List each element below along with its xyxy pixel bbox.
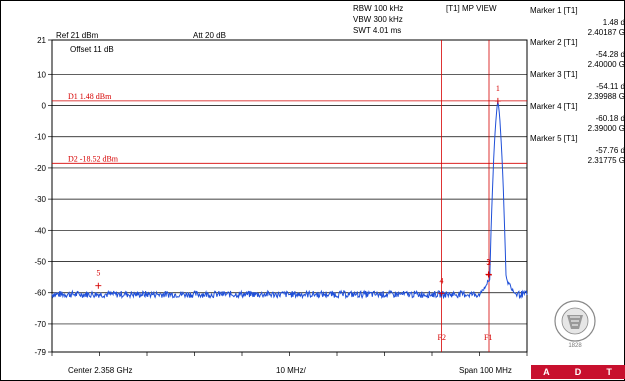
svg-text:1828: 1828 xyxy=(568,343,582,349)
marker-3-level: -54.11 d xyxy=(596,82,625,91)
logo-letter: D xyxy=(574,367,583,377)
scale-per-division-label: 10 MHz/ xyxy=(276,366,306,375)
marker-4-label: Marker 4 [T1] xyxy=(530,102,578,111)
marker-number: 5 xyxy=(96,269,100,278)
y-tick-label: -30 xyxy=(34,195,46,204)
vbw-readout: VBW 300 kHz xyxy=(353,15,403,24)
marker-number: 3 xyxy=(486,257,490,266)
marker-3-frequency: 2.39988 G xyxy=(587,92,625,101)
marker-5-label: Marker 5 [T1] xyxy=(530,134,578,143)
y-tick-label: -70 xyxy=(34,320,46,329)
marker-point xyxy=(95,282,102,289)
marker-number: 1 xyxy=(496,84,500,93)
marker-4-frequency: 2.39000 G xyxy=(587,124,625,133)
marker-1-label: Marker 1 [T1] xyxy=(530,6,578,15)
y-tick-label: 10 xyxy=(37,70,46,79)
plot-frame xyxy=(51,39,528,353)
marker-2-frequency: 2.40000 G xyxy=(587,60,625,69)
marker-number: 2 xyxy=(487,258,491,267)
y-tick-label: -60 xyxy=(34,289,46,298)
y-tick-label: -50 xyxy=(34,258,46,267)
y-tick-label: 0 xyxy=(42,102,47,111)
marker-point xyxy=(485,271,492,278)
span-label: Span 100 MHz xyxy=(459,366,512,375)
marker-point xyxy=(438,290,445,297)
marker-1-frequency: 2.40187 G xyxy=(587,28,625,37)
y-tick-label: -79 xyxy=(34,348,46,357)
view-mode-label: [T1] MP VIEW xyxy=(446,4,497,13)
y-tick-label: -20 xyxy=(34,164,46,173)
marker-5-level: -57.76 d xyxy=(595,146,625,155)
attenuation-label: Att 20 dB xyxy=(193,31,226,40)
y-tick-label: 21 xyxy=(37,36,46,45)
rbw-readout: RBW 100 kHz xyxy=(353,4,404,13)
marker-2-level: -54.28 d xyxy=(595,50,625,59)
marker-5-frequency: 2.31775 G xyxy=(587,156,625,165)
logo-banner: A D T xyxy=(531,365,625,379)
logo-letter: T xyxy=(606,367,613,377)
marker-number: 4 xyxy=(440,276,444,285)
marker-point xyxy=(494,97,501,104)
y-tick-label: -10 xyxy=(34,133,46,142)
center-frequency-label: Center 2.358 GHz xyxy=(68,366,133,375)
marker-4-level: -60.18 d xyxy=(595,114,625,123)
marker-2-label: Marker 2 [T1] xyxy=(530,38,578,47)
offset-label: Offset 11 dB xyxy=(70,45,114,54)
sweep-time-readout: SWT 4.01 ms xyxy=(353,26,402,35)
frequency-line-f2-label: F2 xyxy=(438,333,446,342)
spectrum-trace xyxy=(51,101,528,300)
ref-level-label: Ref 21 dBm xyxy=(56,31,99,40)
marker-3-label: Marker 3 [T1] xyxy=(530,70,578,79)
marker-1-level: 1.48 d xyxy=(602,18,625,27)
logo-letter: A xyxy=(543,367,551,377)
marker-point xyxy=(486,271,492,278)
frequency-line-f1-label: F1 xyxy=(484,333,492,342)
display-line-d1-label: D1 1.48 dBm xyxy=(68,92,112,101)
bureau-veritas-seal-icon: 1828 xyxy=(554,300,596,349)
y-tick-label: -40 xyxy=(34,226,46,235)
display-line-d2-label: D2 -18.52 dBm xyxy=(68,154,119,163)
